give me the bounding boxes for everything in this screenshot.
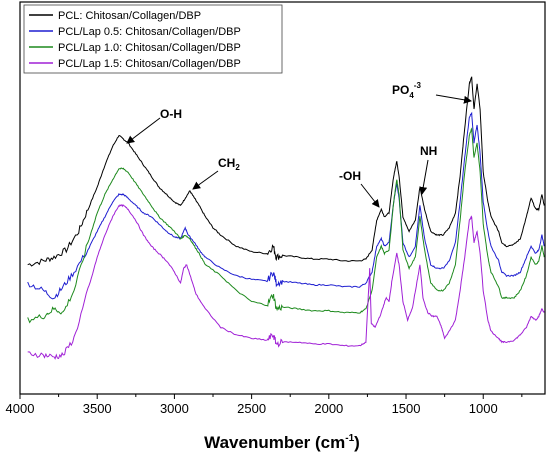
annotation-nh-label: NH xyxy=(420,144,437,158)
annotation-oh: O-H xyxy=(126,107,182,144)
annotation-po4: PO4-3 xyxy=(392,81,472,104)
x-tick-label-0: 4000 xyxy=(6,401,35,416)
legend-label-0: PCL: Chitosan/Collagen/DBP xyxy=(58,10,201,22)
annotation-ch2: CH2 xyxy=(192,156,240,190)
annotation-oh-arrow xyxy=(126,117,161,144)
annotation-po4-label: PO4-3 xyxy=(392,81,421,100)
annotation-oh2: -OH xyxy=(339,169,380,208)
series-line-0 xyxy=(27,76,545,267)
legend-label-1: PCL/Lap 0.5: Chitosan/Collagen/DBP xyxy=(58,26,241,38)
x-tick-label-4: 2000 xyxy=(314,401,343,416)
plot-frame xyxy=(19,1,546,395)
x-tick-label-6: 1000 xyxy=(469,401,498,416)
annotation-nh-arrow xyxy=(419,159,429,195)
legend: PCL: Chitosan/Collagen/DBP PCL/Lap 0.5: … xyxy=(23,4,283,74)
x-tick-label-3: 2500 xyxy=(237,401,266,416)
annotation-nh: NH xyxy=(419,144,437,195)
annotation-po4-arrow xyxy=(435,94,472,104)
x-tick-label-1: 3500 xyxy=(83,401,112,416)
series-line-3 xyxy=(27,204,545,360)
legend-label-2: PCL/Lap 1.0: Chitosan/Collagen/DBP xyxy=(58,42,241,54)
annotation-oh-label: O-H xyxy=(160,107,182,121)
legend-box xyxy=(23,4,283,74)
x-tick-label-5: 1500 xyxy=(392,401,421,416)
x-tick-label-2: 3000 xyxy=(160,401,189,416)
series-line-1 xyxy=(27,111,545,300)
series-line-2 xyxy=(27,127,545,324)
x-axis-label: Wavenumber (cm-1) xyxy=(204,433,360,452)
annotation-oh2-label: -OH xyxy=(339,169,361,183)
annotation-ch2-arrow xyxy=(192,170,219,190)
legend-label-3: PCL/Lap 1.5: Chitosan/Collagen/DBP xyxy=(58,58,241,70)
annotation-oh2-arrow xyxy=(360,183,380,208)
series-group xyxy=(27,76,545,360)
x-ticks: 4000 3500 3000 2500 2000 1500 1000 xyxy=(6,394,523,416)
annotation-ch2-label: CH2 xyxy=(218,156,240,172)
